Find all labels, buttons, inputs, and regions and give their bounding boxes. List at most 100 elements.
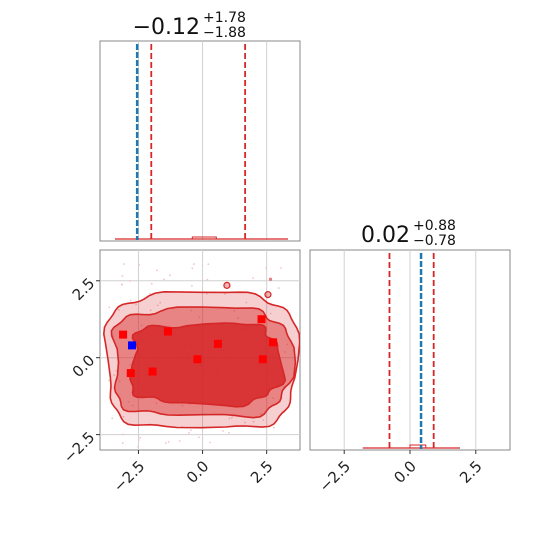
sample-dot [115,369,118,372]
sample-dot [237,317,240,320]
sample-dot [139,436,142,439]
sample-dot [233,309,236,312]
sample-marker [213,339,222,348]
sample-dot [178,440,181,442]
posterior-step-bump [409,444,427,449]
y-tick-label: −2.5 [60,428,98,466]
sample-dot [169,274,171,277]
sample-dot [149,292,152,295]
sample-dot [121,442,124,444]
sample-dot [137,445,139,448]
contour-panel: −2.5 0.0 2.5 −2.5 0.0 2.5 [60,249,301,496]
sample-marker [257,315,266,324]
sample-dot [163,278,165,281]
sample-dot [122,415,125,418]
sample-dot [123,263,126,265]
sample-marker [163,327,172,336]
sample-dot [198,316,201,319]
sample-dot [190,309,192,312]
sample-dot [121,275,124,277]
sample-dot [122,433,124,436]
sample-dot [181,404,184,407]
sample-dot [209,441,211,444]
right-title-main: 0.02 [361,223,410,248]
sample-dot [149,309,152,312]
sample-dot [188,432,190,434]
sample-dot [245,301,248,304]
sample-dot [150,282,153,285]
sample-dot [111,417,114,420]
sample-dot [265,267,268,270]
marginal-1-frame [99,40,301,242]
marginal-2-lines [362,253,460,449]
marginal-2-x-ticks: −2.5 0.0 2.5 [316,450,486,496]
contour-y-ticks: −2.5 0.0 2.5 [60,274,100,467]
top-title-sub: −1.88 [203,25,246,41]
sample-dot [156,304,159,307]
marginal-panel-2: −2.5 0.0 2.5 [309,249,511,496]
sample-dot [277,287,280,289]
marginal-1-lines [115,44,288,240]
sample-dot [192,263,195,265]
sample-dot [156,269,158,272]
x-tick-label: 2.5 [456,457,486,487]
contour-island [268,277,273,281]
sample-dot [108,379,110,382]
sample-dot [129,299,132,302]
sample-dot [260,413,262,415]
x-tick-label: −2.5 [316,457,354,495]
sample-dot [131,404,134,407]
sample-dot [243,421,246,424]
sample-dot [113,374,116,377]
sample-dot [159,301,162,304]
sample-dot [128,400,130,403]
sample-dot [117,309,120,311]
sample-dot [228,431,230,434]
sample-dot [128,280,131,282]
sample-dot [191,267,194,270]
top-title-sup: +1.78 [203,10,246,26]
marginal-2-grid [343,250,477,450]
top-title-main: −0.12 [133,15,200,40]
contour-island [223,281,231,289]
x-tick-label: 2.5 [247,457,277,487]
sample-dot [197,436,200,439]
sample-dot [137,439,140,441]
sample-dot [108,306,111,309]
sample-marker [269,338,278,347]
sample-dot [135,303,137,306]
sample-dot [221,430,224,432]
marginal-1-grid [137,41,268,241]
sample-dot [118,380,121,383]
sample-dot [167,440,170,443]
contour-markers [119,315,278,378]
sample-dot [138,264,141,266]
contour-levels [102,277,300,429]
sample-dot [269,312,272,315]
posterior-step-bump [191,236,217,240]
x-tick-label: 0.0 [390,457,420,487]
sample-dot [206,278,209,281]
sample-dot [191,284,193,287]
sample-marker [258,355,267,364]
sample-dot [228,417,231,420]
sample-dot [262,419,265,421]
sample-dot [155,402,158,405]
sample-dot [230,416,233,419]
marginal-panel-1 [99,40,301,242]
sample-dot [252,420,255,423]
sample-marker [126,369,135,378]
sample-marker [148,367,157,376]
x-tick-label: 0.0 [183,457,213,487]
right-title-sub: −0.78 [413,233,456,249]
sample-dot [283,351,286,353]
y-tick-label: 2.5 [69,274,99,304]
sample-dot [224,292,226,295]
x-tick-label: −2.5 [110,457,148,495]
contour-x-ticks: −2.5 0.0 2.5 [110,450,277,496]
right-title-sup: +0.88 [413,218,456,234]
sample-dot [129,364,131,366]
sample-dot [272,397,275,399]
y-tick-label: 0.0 [69,351,99,381]
